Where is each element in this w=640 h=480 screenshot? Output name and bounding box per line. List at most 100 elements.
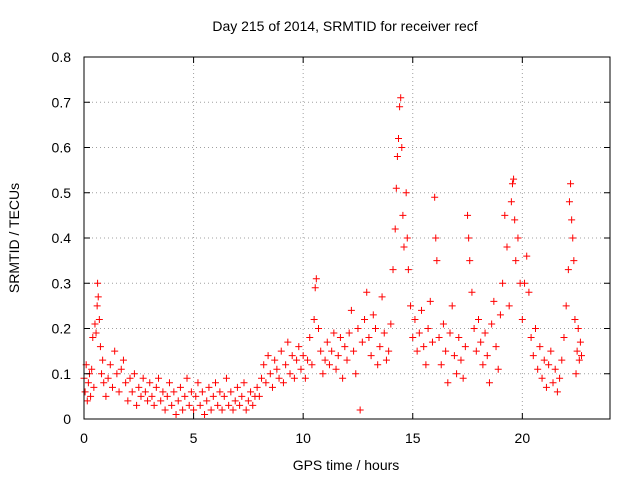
data-point [376, 343, 384, 351]
data-point [536, 343, 544, 351]
data-point [466, 257, 474, 265]
data-point [540, 356, 548, 364]
data-point [174, 397, 182, 405]
data-point [273, 365, 281, 373]
data-point [382, 356, 390, 364]
data-point [465, 234, 473, 242]
data-point [523, 252, 531, 260]
data-point [556, 374, 564, 382]
data-point [310, 315, 318, 323]
data-point [418, 306, 426, 314]
data-point [249, 401, 257, 409]
data-point [450, 352, 458, 360]
data-point [570, 257, 578, 265]
data-point [485, 379, 493, 387]
data-point [295, 343, 303, 351]
data-point [128, 388, 136, 396]
data-point [126, 374, 134, 382]
data-point [323, 338, 331, 346]
data-point [108, 383, 116, 391]
data-point [396, 103, 404, 111]
data-point [402, 189, 410, 197]
data-point [437, 361, 445, 369]
data-point [378, 293, 386, 301]
data-point [176, 383, 184, 391]
data-point [398, 144, 406, 151]
data-point [308, 361, 316, 369]
data-point [139, 374, 147, 382]
data-point [367, 352, 375, 360]
data-point [380, 329, 388, 337]
data-point [304, 356, 312, 364]
data-point [435, 334, 443, 342]
data-point [148, 392, 156, 400]
y-tick-label: 0.4 [52, 230, 72, 246]
data-point [514, 234, 522, 242]
data-point [187, 388, 195, 396]
data-point [216, 388, 224, 396]
data-point [339, 374, 347, 382]
x-tick-label: 0 [80, 430, 88, 446]
y-tick-label: 0.3 [52, 275, 72, 291]
data-point [404, 266, 412, 274]
data-point [236, 401, 244, 409]
data-point [422, 361, 430, 369]
data-point [135, 383, 143, 391]
data-point [363, 288, 371, 296]
data-point [311, 284, 319, 292]
data-point [94, 293, 102, 301]
data-point [393, 153, 401, 161]
x-tick-label: 10 [295, 430, 311, 446]
data-point [413, 347, 421, 355]
data-point [253, 383, 261, 391]
data-point [407, 302, 415, 310]
data-point [356, 406, 364, 414]
data-point [455, 334, 463, 342]
data-point [214, 401, 222, 409]
data-point [568, 216, 576, 224]
data-point [222, 374, 230, 382]
data-point [411, 315, 419, 323]
data-point [354, 325, 362, 332]
data-point [505, 302, 513, 310]
data-point [428, 338, 436, 346]
data-point [444, 379, 452, 387]
data-point [453, 370, 461, 378]
x-tick-label: 15 [405, 430, 421, 446]
data-point [442, 347, 450, 355]
data-point [115, 388, 123, 396]
data-point [332, 365, 340, 373]
data-point [238, 392, 246, 400]
data-point [297, 365, 305, 373]
data-point [233, 383, 241, 391]
data-point [341, 343, 349, 351]
data-point [262, 379, 270, 387]
data-point [194, 379, 202, 387]
data-point [330, 329, 338, 337]
data-point [391, 225, 399, 233]
data-point [255, 392, 263, 400]
data-point [392, 184, 400, 192]
y-tick-label: 0.7 [52, 94, 72, 110]
data-point [299, 352, 307, 360]
data-point [374, 361, 382, 369]
data-point [150, 401, 158, 409]
data-point [400, 243, 408, 251]
data-point [306, 334, 314, 342]
data-point [361, 315, 369, 323]
data-point [439, 320, 447, 328]
data-point [264, 352, 272, 360]
data-point [424, 325, 432, 332]
data-point [157, 397, 165, 405]
data-point [286, 370, 294, 378]
data-point [433, 257, 441, 265]
data-point [545, 361, 553, 369]
data-point [317, 347, 325, 355]
data-point [571, 315, 579, 323]
data-point [137, 392, 145, 400]
x-tick-label: 5 [190, 430, 198, 446]
data-point [347, 306, 355, 314]
data-point [196, 401, 204, 409]
data-point [92, 329, 100, 337]
